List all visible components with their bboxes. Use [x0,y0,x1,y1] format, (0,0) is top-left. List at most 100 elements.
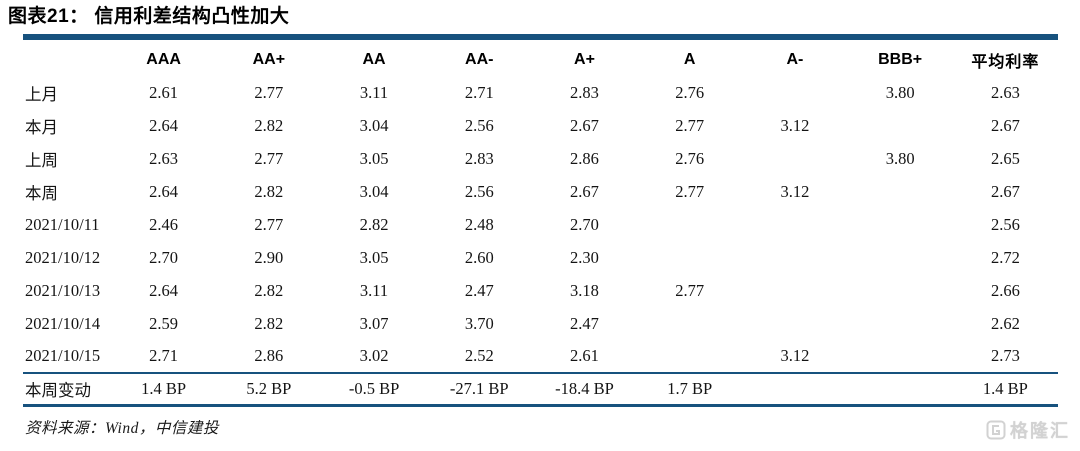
row-label: 2021/10/11 [25,214,100,234]
cell: 2.56 [464,115,494,135]
gelonghui-logo-icon [986,420,1006,440]
cell: 2.62 [990,313,1020,333]
cell: 5.2 BP [216,372,322,407]
cell: 2.82 [359,214,389,234]
column-header-a: A [683,51,696,68]
table-body: 上月 2.61 2.77 3.11 2.71 2.83 2.76 3.80 2.63 本月 2.64… [23,76,1058,373]
cell: 2.66 [990,280,1020,300]
cell: 2.73 [990,346,1020,365]
cell: 2.61 [570,346,599,365]
cell [637,307,742,340]
cell: 2.48 [464,214,494,234]
cell [742,307,847,340]
cell: 2.59 [149,313,179,333]
cell: 2.64 [149,280,179,300]
cell: 3.04 [359,115,389,135]
table-row-5: 2021/10/12 2.70 2.90 3.05 2.60 2.30 2.72 [23,241,1058,274]
cell: 3.80 [885,148,915,168]
cell [742,241,847,274]
cell: 2.77 [254,148,284,168]
table-row-7: 2021/10/14 2.59 2.82 3.07 3.70 2.47 2.62 [23,307,1058,340]
table-row-1: 本月 2.64 2.82 3.04 2.56 2.67 2.77 3.12 2.67 [23,109,1058,142]
cell: 2.86 [254,346,284,365]
cell: 1.4 BP [111,372,217,407]
figure-number: 图表21： [8,6,89,27]
column-header-: 平均利率 [971,54,1040,71]
row-label: 本周变动 [23,372,111,407]
cell: 2.82 [254,115,284,135]
cell: 2.90 [254,247,284,267]
cell: 2.56 [990,214,1020,234]
cell: 2.77 [675,280,705,300]
gelonghui-watermark: 格隆汇 [986,417,1070,443]
cell: 2.56 [464,181,494,201]
cell: 2.77 [675,115,705,135]
table-row-0: 上月 2.61 2.77 3.11 2.71 2.83 2.76 3.80 2.63 [23,76,1058,109]
row-label: 2021/10/12 [25,247,101,267]
cell: -18.4 BP [531,372,638,407]
cell: 2.65 [990,148,1020,168]
table-row-2: 上周 2.63 2.77 3.05 2.83 2.86 2.76 3.80 2.65 [23,142,1058,175]
credit-spread-table: AAA AA+ AA AA- A+ A A- BBB+ 平均利率 上月 2.61 2.77 3.11 2… [23,40,1058,407]
table-header: AAA AA+ AA AA- A+ A A- BBB+ 平均利率 [23,40,1058,76]
cell: 2.77 [254,82,284,102]
cell: 2.77 [254,214,284,234]
figure-title-text: 信用利差结构凸性加大 [94,6,290,27]
cell [848,307,953,340]
cell [637,208,742,241]
cell: 2.61 [149,82,179,102]
column-header-a: A+ [574,51,595,68]
cell: 2.82 [254,313,284,333]
cell: 2.64 [149,181,179,201]
cell: 2.30 [570,247,599,267]
column-header-aaa: AAA [146,51,181,68]
row-label: 上月 [25,84,58,104]
table-row-4: 2021/10/11 2.46 2.77 2.82 2.48 2.70 2.56 [23,208,1058,241]
cell: 2.60 [464,247,494,267]
cell [848,208,953,241]
column-header-aa: AA [362,51,386,68]
row-label: 本月 [25,117,58,137]
cell: 2.67 [990,115,1020,135]
top-rule-divider [23,34,1058,40]
cell: 2.63 [990,82,1020,102]
cell: -27.1 BP [426,372,532,407]
row-label: 2021/10/14 [25,313,101,333]
cell [742,274,847,307]
cell: 2.72 [990,247,1020,267]
watermark-text: 格隆汇 [1010,421,1070,441]
cell [848,340,953,373]
cell: 3.05 [359,148,389,168]
cell: -0.5 BP [321,372,427,407]
cell [742,76,847,109]
cell [848,109,953,142]
cell [742,142,847,175]
cell: 2.47 [570,313,599,333]
cell: 2.71 [464,82,494,102]
cell [742,208,847,241]
cell: 2.86 [570,148,599,168]
header-row: AAA AA+ AA AA- A+ A A- BBB+ 平均利率 [23,40,1058,76]
cell: 2.77 [675,181,705,201]
row-label-header [23,40,111,76]
cell: 3.11 [359,280,389,300]
cell: 2.83 [570,82,599,102]
column-header-a: A- [786,51,804,68]
table-row-3: 本周 2.64 2.82 3.04 2.56 2.67 2.77 3.12 2.67 [23,175,1058,208]
column-header-bbb: BBB+ [878,51,923,68]
cell [742,372,848,407]
cell [848,241,953,274]
cell: 2.47 [464,280,494,300]
cell [848,175,953,208]
cell: 3.80 [885,82,915,102]
cell: 2.46 [149,214,179,234]
row-label: 2021/10/15 [25,346,101,365]
cell [637,340,742,373]
cell: 3.12 [780,181,810,201]
column-header-aa: AA+ [252,51,286,68]
cell: 2.71 [149,346,179,365]
cell: 2.63 [149,148,179,168]
cell: 3.12 [780,115,810,135]
cell: 3.11 [359,82,389,102]
